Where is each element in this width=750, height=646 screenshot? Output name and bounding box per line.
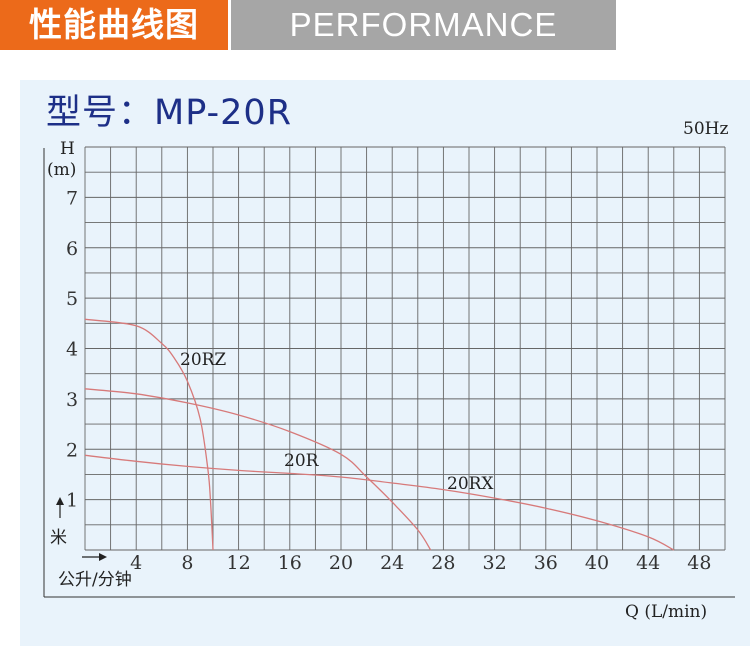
x-axis-label: Q (L/min)	[625, 602, 707, 622]
x-tick-label: 24	[380, 552, 404, 574]
y-tick-label: 7	[66, 187, 78, 209]
x-tick-label: 20	[329, 552, 353, 574]
y-tick-label: 2	[66, 439, 78, 461]
curve-label-20rz: 20RZ	[180, 350, 226, 370]
curve-20rx	[84, 454, 675, 551]
x-tick-label: 48	[687, 552, 711, 574]
x-tick-label: 4	[130, 552, 142, 574]
curves	[84, 318, 675, 551]
y-axis-label-h: H	[60, 139, 75, 159]
x-tick-label: 32	[483, 552, 507, 574]
x-tick-label: 8	[181, 552, 193, 574]
frequency-label: 50Hz	[683, 119, 728, 139]
axes	[43, 148, 735, 598]
x-tick-label: 36	[534, 552, 558, 574]
x-tick-label: 12	[227, 552, 251, 574]
curve-label-20r: 20R	[284, 451, 320, 471]
y-tick-label: 6	[66, 238, 78, 260]
y-tick-label: 4	[66, 339, 78, 361]
chart-panel	[20, 80, 750, 646]
x-tick-label: 44	[636, 552, 660, 574]
curve-20rz	[84, 318, 214, 551]
y-axis-label-unit: (m)	[47, 160, 76, 180]
y-arrow-head	[56, 497, 64, 505]
x-tick-label: 40	[585, 552, 609, 574]
banner-chinese-title: 性能曲线图	[0, 0, 228, 50]
curve-label-20rx: 20RX	[447, 474, 494, 494]
x-axis-unit-cn: 公升/分钟	[58, 570, 132, 590]
y-axis-unit-cn: 米	[50, 528, 67, 548]
x-tick-label: 28	[431, 552, 455, 574]
x-tick-label: 16	[278, 552, 302, 574]
grid	[84, 146, 726, 551]
curve-20r	[84, 388, 432, 551]
y-tick-label: 3	[66, 389, 78, 411]
model-label: 型号：MP-20R	[46, 93, 293, 133]
y-tick-label: 5	[66, 288, 78, 310]
x-arrow-head	[99, 553, 107, 561]
y-tick-label: 1	[66, 490, 78, 512]
